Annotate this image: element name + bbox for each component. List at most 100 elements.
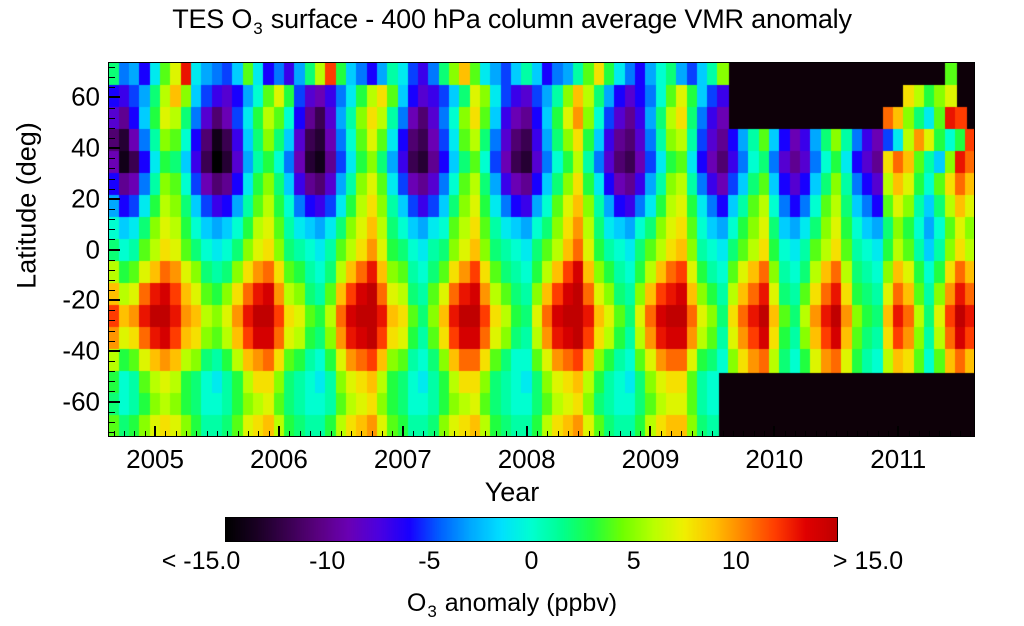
x-axis-minor-tick — [516, 431, 518, 437]
colorbar-tick-label: 10 — [721, 547, 750, 575]
x-axis-minor-tick — [124, 431, 126, 437]
colorbar-caption-post: anomaly (ppbv) — [437, 589, 618, 617]
x-axis-minor-tick — [216, 431, 218, 437]
x-axis-minor-tick — [423, 431, 425, 437]
y-axis-minor-tick — [108, 249, 115, 251]
x-axis-minor-tick — [588, 431, 590, 437]
x-axis-minor-tick — [805, 431, 807, 437]
x-axis-minor-tick — [764, 431, 766, 437]
x-axis-minor-tick — [175, 431, 177, 437]
y-axis-tick-label: 40 — [71, 132, 100, 163]
x-axis-minor-tick — [505, 431, 507, 437]
x-axis-minor-tick — [495, 431, 497, 437]
colorbar-tick-label: -5 — [418, 547, 441, 575]
x-axis-minor-tick — [660, 431, 662, 437]
x-axis-minor-tick — [258, 431, 260, 437]
x-axis-minor-tick — [929, 431, 931, 437]
y-axis-minor-tick — [108, 87, 115, 89]
x-axis-minor-tick — [949, 431, 951, 437]
x-axis-minor-tick — [702, 431, 704, 437]
x-axis-tick-label: 2006 — [250, 444, 308, 474]
y-axis-minor-tick — [108, 148, 115, 150]
x-axis-minor-tick — [825, 431, 827, 437]
y-axis-minor-tick — [108, 259, 115, 261]
y-axis-minor-tick — [108, 117, 115, 119]
x-axis-tick-label: 2009 — [621, 444, 680, 474]
x-axis-minor-tick — [939, 431, 941, 437]
x-axis-minor-tick — [918, 431, 920, 437]
y-axis-minor-tick — [108, 77, 115, 79]
x-axis-minor-tick — [475, 431, 477, 437]
x-axis-minor-tick — [309, 431, 311, 437]
x-axis-tick-label: 2005 — [126, 444, 184, 474]
y-axis-minor-tick — [108, 350, 115, 352]
heatmap-canvas — [109, 63, 974, 436]
x-axis-minor-tick — [722, 431, 724, 437]
x-axis-tick-label: 2010 — [745, 444, 804, 474]
colorbar-caption-subscript: 3 — [427, 602, 437, 621]
y-axis-minor-tick — [108, 67, 115, 69]
x-axis-minor-tick — [547, 431, 549, 437]
colorbar-tick-label: 5 — [626, 547, 641, 575]
y-axis-minor-tick — [108, 330, 115, 332]
y-axis-tick-label: -20 — [62, 284, 100, 315]
y-axis-minor-tick — [108, 158, 115, 160]
x-axis-minor-tick — [413, 431, 415, 437]
colorbar-tick-label: -10 — [309, 547, 346, 575]
x-axis-tick-label: 2011 — [870, 444, 927, 474]
x-axis-minor-tick — [444, 431, 446, 437]
x-axis-minor-tick — [712, 431, 714, 437]
y-axis-tick-label: -40 — [62, 335, 100, 366]
y-axis-minor-tick — [108, 411, 115, 413]
x-axis-minor-tick — [898, 431, 900, 437]
x-axis-minor-tick — [609, 431, 611, 437]
y-axis-minor-tick — [108, 229, 115, 231]
y-axis-minor-tick — [108, 127, 115, 129]
y-axis-tick-label: 60 — [71, 81, 100, 112]
x-axis-minor-tick — [836, 431, 838, 437]
y-axis-minor-tick — [108, 279, 115, 281]
colorbar — [225, 517, 838, 542]
x-axis-minor-tick — [681, 431, 683, 437]
x-axis-minor-tick — [743, 431, 745, 437]
x-axis-minor-tick — [320, 431, 322, 437]
chart-title-pre: TES O — [172, 4, 253, 34]
y-axis-minor-tick — [108, 381, 115, 383]
x-axis-tick-label: 2007 — [373, 444, 432, 474]
chart-title-post: surface - 400 hPa column average VMR ano… — [263, 4, 852, 34]
y-axis-minor-tick — [108, 340, 115, 342]
x-axis-title: Year — [484, 477, 540, 507]
x-axis-minor-tick — [485, 431, 487, 437]
x-axis-minor-tick — [784, 431, 786, 437]
x-axis-minor-tick — [815, 431, 817, 437]
x-axis-minor-tick — [186, 431, 188, 437]
x-axis-minor-tick — [454, 431, 456, 437]
x-axis-minor-tick — [330, 431, 332, 437]
x-axis-minor-tick — [113, 431, 115, 437]
x-axis-minor-tick — [247, 431, 249, 437]
x-axis-minor-tick — [733, 431, 735, 437]
y-axis-tick-label: 0 — [85, 234, 100, 264]
x-axis-minor-tick — [165, 431, 167, 437]
x-axis-minor-tick — [227, 431, 229, 437]
y-axis-minor-tick — [108, 178, 115, 180]
chart-title: TES O3 surface - 400 hPa column average … — [0, 4, 1024, 39]
chart-title-subscript: 3 — [253, 19, 263, 38]
x-axis-minor-tick — [691, 431, 693, 437]
x-axis-minor-tick — [433, 431, 435, 437]
y-axis-minor-tick — [108, 97, 115, 99]
x-axis-minor-tick — [867, 431, 869, 437]
y-axis-minor-tick — [108, 198, 115, 200]
x-axis-minor-tick — [361, 431, 363, 437]
x-axis-minor-tick — [650, 431, 652, 437]
x-axis-minor-tick — [794, 431, 796, 437]
x-axis-minor-tick — [960, 431, 962, 437]
colorbar-caption-pre: O — [406, 589, 427, 617]
y-axis-minor-tick — [108, 320, 115, 322]
x-axis-minor-tick — [908, 431, 910, 437]
x-axis-minor-tick — [278, 431, 280, 437]
x-axis-minor-tick — [671, 431, 673, 437]
y-axis-minor-tick — [108, 239, 115, 241]
x-axis-minor-tick — [299, 431, 301, 437]
